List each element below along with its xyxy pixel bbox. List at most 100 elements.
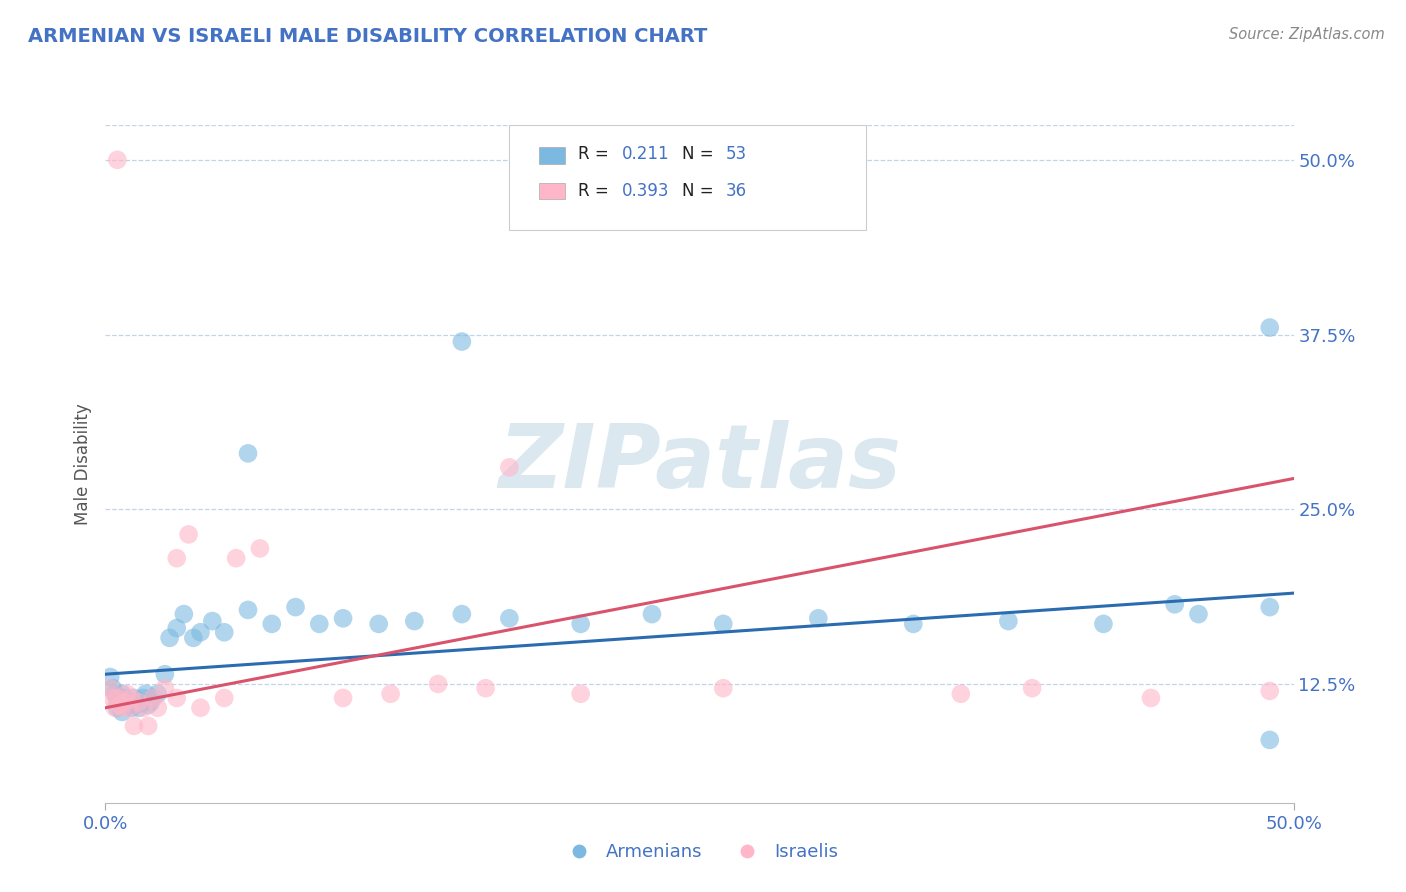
Point [225,551,247,566]
Point [114,695,136,709]
Text: ARMENIAN VS ISRAELI MALE DISABILITY CORRELATION CHART: ARMENIAN VS ISRAELI MALE DISABILITY CORR… [28,27,707,45]
Point [121,690,143,705]
Point [1021,681,1043,696]
Point [146,700,169,714]
Point [136,719,159,733]
Point [101,690,124,705]
Point [249,541,271,556]
Point [1258,600,1281,615]
Point [332,690,354,705]
Text: 36: 36 [725,182,747,200]
Point [308,616,330,631]
Point [214,690,236,705]
Point [214,625,236,640]
Text: 0.211: 0.211 [623,145,669,163]
Point [498,460,520,475]
Point [166,690,188,705]
Point [190,625,212,640]
FancyBboxPatch shape [509,125,866,230]
Point [450,607,472,621]
Point [118,700,141,714]
Point [367,616,389,631]
Point [807,611,830,625]
Point [115,698,138,712]
Point [159,631,181,645]
Point [139,695,162,709]
Point [128,700,150,714]
Point [105,690,128,705]
Point [146,687,169,701]
Point [711,681,734,696]
Text: 0.393: 0.393 [623,182,669,200]
Point [949,687,972,701]
Point [190,700,212,714]
Point [284,600,307,615]
Point [122,690,145,705]
Text: R =: R = [578,145,614,163]
Point [114,690,136,705]
Point [260,616,283,631]
Point [1258,320,1281,334]
Point [236,446,259,460]
Point [111,705,134,719]
Point [404,614,426,628]
Point [201,614,224,628]
Point [641,607,664,621]
Point [1258,684,1281,698]
Point [1258,732,1281,747]
Point [98,670,121,684]
Point [108,695,131,709]
Point [1187,607,1209,621]
Point [128,695,150,709]
Point [498,611,520,625]
Point [105,153,128,167]
Point [1092,616,1115,631]
Point [135,687,157,701]
Text: ZIPatlas: ZIPatlas [498,420,901,508]
Point [450,334,472,349]
Point [177,527,200,541]
Point [121,700,143,714]
Legend: Armenians, Israelis: Armenians, Israelis [554,836,845,868]
Point [132,690,155,705]
Point [129,695,152,709]
Point [711,616,734,631]
Point [108,698,131,712]
Point [1164,597,1187,611]
Point [104,700,127,714]
Point [153,667,176,681]
Point [153,681,176,696]
Y-axis label: Male Disability: Male Disability [75,403,93,524]
Point [380,687,402,701]
Text: N =: N = [682,145,718,163]
Point [332,611,354,625]
Text: N =: N = [682,182,718,200]
Point [111,687,134,701]
Point [111,700,134,714]
Text: R =: R = [578,182,614,200]
Point [173,607,195,621]
Point [125,698,148,712]
Text: Source: ZipAtlas.com: Source: ZipAtlas.com [1229,27,1385,42]
Point [104,687,127,701]
Point [142,690,165,705]
Point [569,687,592,701]
Point [98,681,121,696]
Text: 53: 53 [725,145,747,163]
Point [142,690,165,705]
Point [105,700,128,714]
Point [1140,690,1163,705]
Point [903,616,925,631]
Point [474,681,496,696]
Point [166,551,188,566]
Point [132,700,155,714]
Point [236,603,259,617]
Point [997,614,1019,628]
FancyBboxPatch shape [538,146,565,163]
Point [101,681,124,696]
Point [118,695,141,709]
Point [427,677,450,691]
Point [569,616,592,631]
Point [115,687,138,701]
Point [122,719,145,733]
